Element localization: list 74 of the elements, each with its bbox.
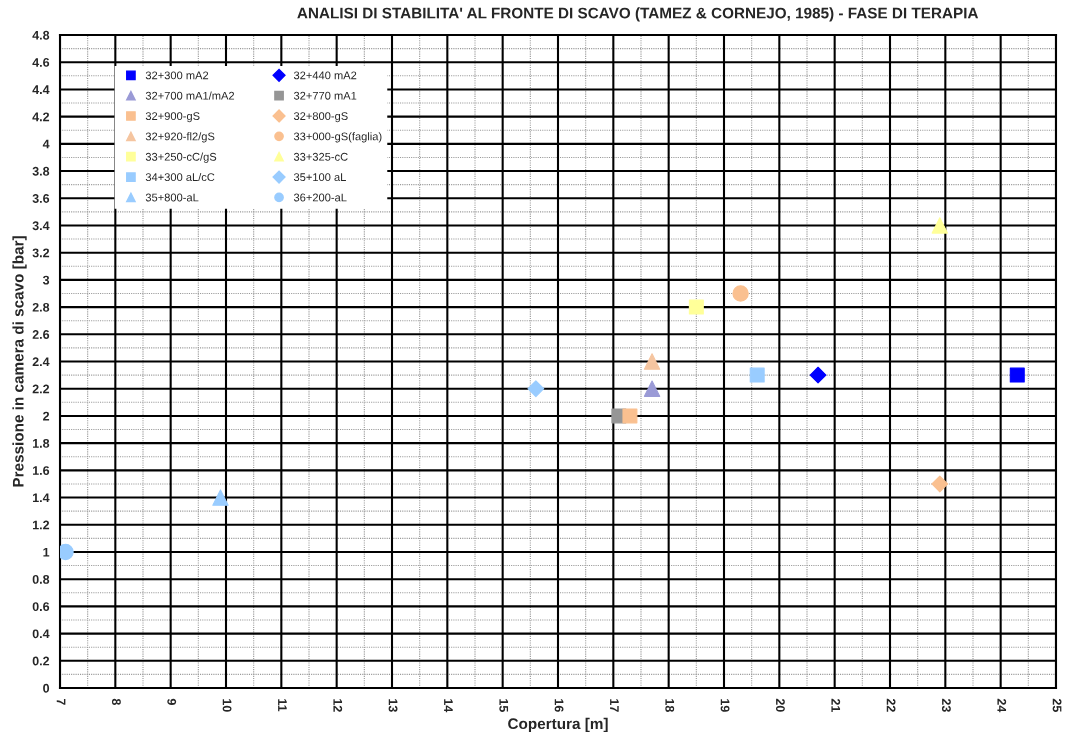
x-tick-label: 23 [941,698,951,712]
y-tick-label: 4 [42,139,50,149]
chart-title: ANALISI DI STABILITA' AL FRONTE DI SCAVO (TAMEZ & CORNEJO, 1985) - FASE DI TERAPIA [297,7,979,22]
point [688,299,704,315]
x-tick-label: 22 [886,698,896,712]
legend-label: 32+900-gS [145,112,200,123]
x-tick-label: 24 [997,698,1007,713]
y-tick-label: 1.2 [33,520,50,530]
y-tick-label: 4.6 [32,58,50,67]
legend-label: 32+300 mA2 [145,71,209,80]
point [732,285,749,302]
x-tick-label: 13 [388,699,398,712]
x-tick-label: 16 [554,699,564,712]
y-tick-label: 2.6 [32,330,50,339]
legend-label: 32+920-fl2/gS [145,132,215,143]
y-tick-label: 0.4 [32,629,50,639]
legend-label: 33+325-cC [293,152,348,161]
y-tick-label: 4.2 [32,112,50,122]
x-tick-label: 25 [1052,698,1062,712]
y-tick-label: 2 [43,411,50,421]
y-tick-label: 1.4 [33,493,50,503]
y-tick-label: 3.8 [32,166,50,176]
y-tick-label: 1.8 [33,438,50,448]
y-tick-label: 0.6 [32,602,50,612]
x-tick-label: 7 [56,698,66,705]
point [622,408,638,424]
y-tick-label: 2.4 [32,357,50,367]
legend-label: 32+770 mA1 [293,91,357,100]
x-tick-label: 8 [111,698,121,705]
x-tick-label: 18 [665,699,675,712]
legend-label: 32+800-gS [293,112,348,123]
legend-label: 33+000-gS(faglia) [293,132,382,143]
y-tick-label: 3.6 [32,194,50,203]
x-tick-label: 9 [167,698,177,705]
point [1009,367,1025,383]
point [931,217,948,234]
legend-label: 36+200-aL [293,193,347,202]
x-tick-label: 15 [499,699,509,712]
y-tick-label: 4.4 [32,85,50,94]
x-tick-label: 11 [278,699,287,712]
point [749,367,765,383]
point [931,475,949,493]
y-tick-label: 2.2 [32,384,50,394]
point [643,380,661,397]
legend-label: 32+700 mA1/mA2 [145,91,235,100]
x-tick-label: 19 [720,699,730,712]
y-tick-label: 0 [43,683,50,693]
y-tick-label: 3.2 [32,248,50,258]
legend-label: 33+250-cC/gS [145,152,217,163]
y-tick-label: 2.8 [32,302,50,312]
x-tick-label: 21 [831,698,841,712]
x-tick-label: 17 [610,699,619,712]
y-tick-label: 1.6 [33,466,50,475]
legend-label: 32+440 mA2 [293,71,357,80]
x-axis-title: Copertura [m] [508,717,608,733]
y-tick-label: 0.8 [32,574,50,584]
legend-label: 35+100 aL [293,173,346,182]
y-tick-label: 4.8 [32,30,50,40]
legend-label: 35+800-aL [145,193,199,202]
point [60,543,74,561]
point [527,380,545,398]
y-tick-label: 1 [43,547,50,557]
y-axis-title: Pressione in camera di scavo [bar] [12,236,27,487]
y-tick-label: 0.2 [32,656,50,666]
legend-label: 34+300 aL/cC [145,172,215,182]
x-tick-label: 20 [775,698,785,712]
point [212,489,229,506]
y-tick-label: 3 [42,275,50,285]
point [643,353,661,370]
x-tick-label: 14 [444,699,453,713]
x-tick-label: 10 [222,699,232,712]
x-tick-label: 12 [333,699,343,712]
point [809,366,827,384]
y-tick-label: 3.4 [32,221,50,231]
